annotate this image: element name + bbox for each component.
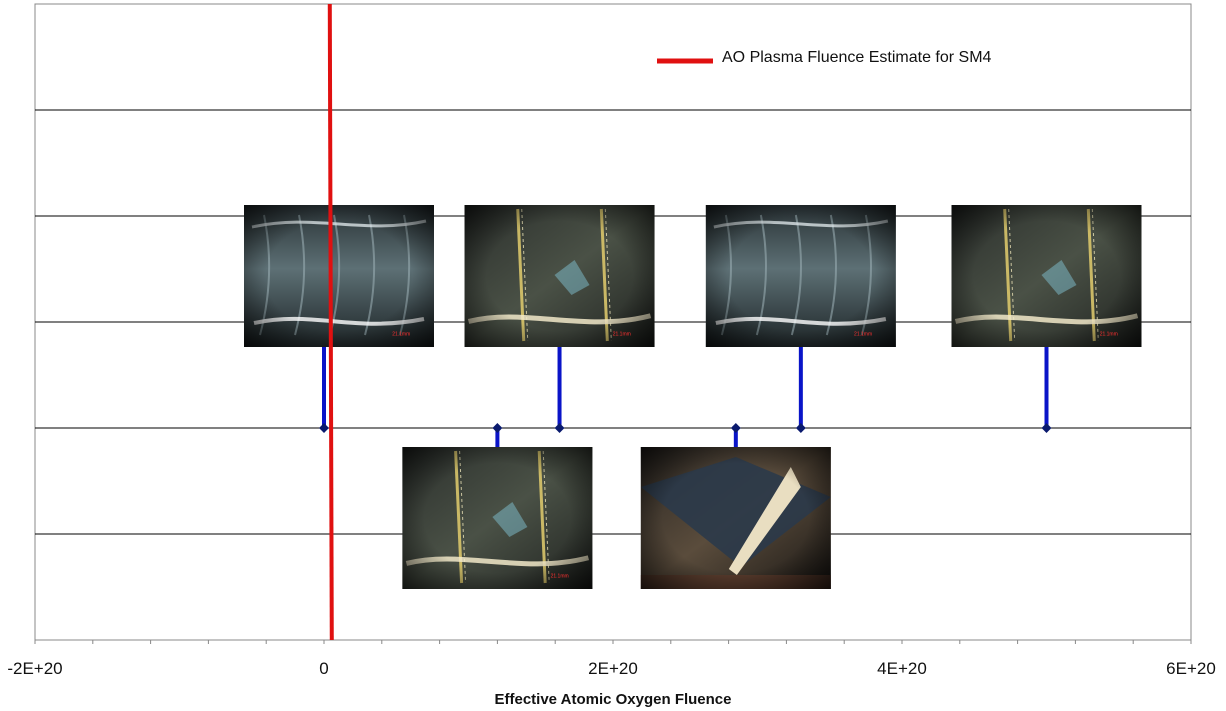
photo-scale-label: 21.1mm <box>551 574 569 580</box>
data-point <box>730 423 741 433</box>
photo-scale-label: 21.1mm <box>613 332 631 338</box>
photo-scale-label: 21.1mm <box>1100 332 1118 338</box>
data-point <box>554 423 565 433</box>
photo-scale-label: 21.1mm <box>392 332 410 338</box>
reference-line <box>327 3 334 641</box>
sample-photos: 21.1mm 21.1mm 21.1mm 21.1mm 21.1mm <box>244 205 1142 589</box>
data-point <box>795 423 806 433</box>
x-tick-label: 0 <box>319 659 328 678</box>
sample-photo: 21.1mm <box>951 205 1142 347</box>
sample-photo: 21.1mm <box>244 205 434 347</box>
data-stems <box>319 347 1052 447</box>
legend-label: AO Plasma Fluence Estimate for SM4 <box>722 49 992 66</box>
x-tick-label: 4E+20 <box>877 659 927 678</box>
x-tick-label: 6E+20 <box>1166 659 1216 678</box>
sample-photo <box>640 447 831 589</box>
sample-photo: 21.1mm <box>705 205 896 347</box>
sample-photo: 21.1mm <box>402 447 593 589</box>
x-tick-label: -2E+20 <box>7 659 62 678</box>
x-axis-title: Effective Atomic Oxygen Fluence <box>494 691 731 708</box>
data-point <box>1041 423 1052 433</box>
x-tick-label: 2E+20 <box>588 659 638 678</box>
data-point <box>319 423 329 433</box>
grid-lines <box>35 109 1191 535</box>
sample-photo: 21.1mm <box>464 205 655 347</box>
reference-line-group <box>327 3 334 641</box>
x-axis: -2E+20 0 2E+20 4E+20 6E+20 <box>7 640 1216 678</box>
photo-scale-label: 21.1mm <box>854 332 872 338</box>
legend: AO Plasma Fluence Estimate for SM4 <box>657 49 992 66</box>
data-point <box>492 423 503 433</box>
